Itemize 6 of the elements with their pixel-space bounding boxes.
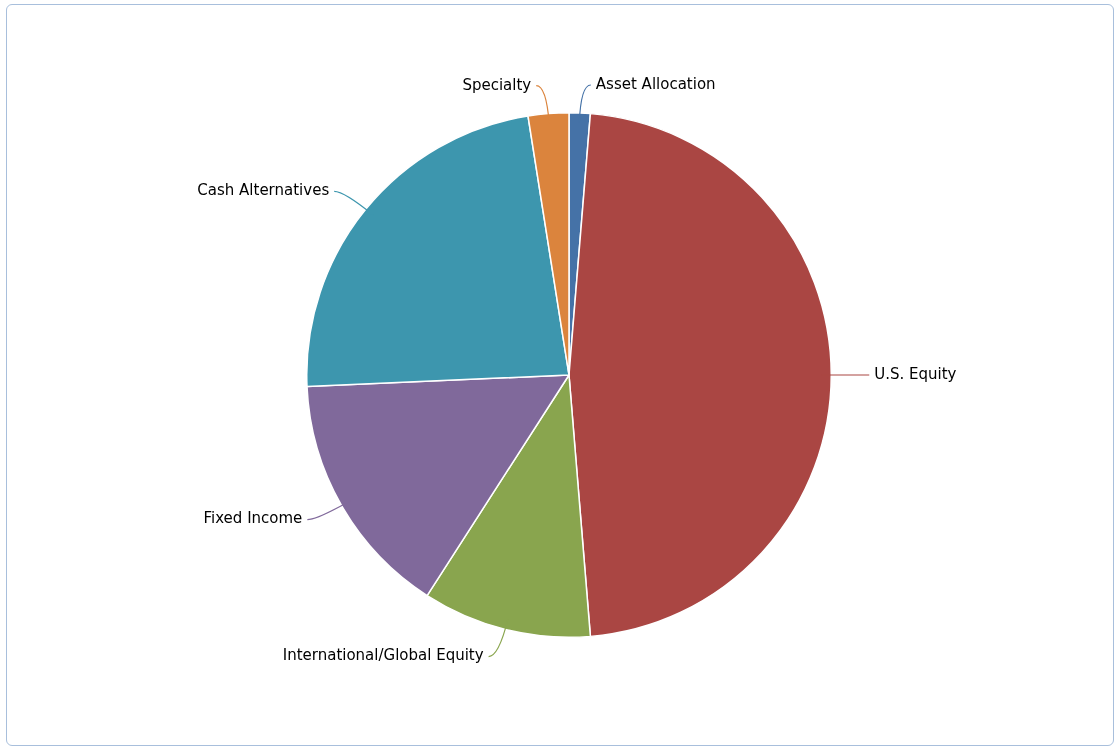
slice-label: International/Global Equity (282, 646, 484, 665)
slice-label: U.S. Equity (874, 364, 957, 383)
slice-label: Fixed Income (203, 509, 303, 528)
slice-label: Specialty (462, 75, 532, 94)
slice-label: Asset Allocation (595, 74, 716, 93)
slice-label: Cash Alternatives (197, 181, 330, 200)
